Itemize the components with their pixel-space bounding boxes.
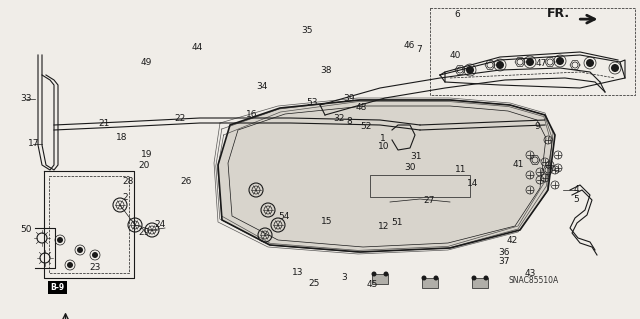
Text: 12: 12 <box>378 222 390 231</box>
Text: 50: 50 <box>20 225 31 234</box>
Text: 8: 8 <box>346 117 351 126</box>
Bar <box>370 175 470 197</box>
Text: 39: 39 <box>343 94 355 103</box>
Bar <box>422 278 438 288</box>
Text: 48: 48 <box>356 103 367 112</box>
Text: 31: 31 <box>410 152 422 161</box>
Text: 29: 29 <box>138 228 150 237</box>
Text: 40: 40 <box>450 51 461 60</box>
Text: 33: 33 <box>20 94 31 103</box>
Text: 26: 26 <box>180 177 191 186</box>
Text: 19: 19 <box>141 150 153 159</box>
Circle shape <box>472 276 477 280</box>
Text: 21: 21 <box>98 119 109 128</box>
Text: 41: 41 <box>513 160 524 169</box>
Text: B-9: B-9 <box>51 283 65 292</box>
Polygon shape <box>218 100 555 252</box>
Circle shape <box>556 57 564 65</box>
Text: 36: 36 <box>499 248 510 256</box>
Text: 35: 35 <box>301 26 313 35</box>
Text: 45: 45 <box>367 280 378 289</box>
Circle shape <box>586 59 594 67</box>
Text: 25: 25 <box>308 279 319 288</box>
Text: 54: 54 <box>278 212 289 221</box>
Circle shape <box>526 58 534 66</box>
Text: 27: 27 <box>423 197 435 205</box>
Text: 24: 24 <box>154 220 166 229</box>
Circle shape <box>77 247 83 253</box>
Text: 22: 22 <box>175 114 186 122</box>
Text: 30: 30 <box>404 163 415 172</box>
Text: 44: 44 <box>191 43 203 52</box>
Text: 3: 3 <box>342 273 347 282</box>
Text: 17: 17 <box>28 139 39 148</box>
Text: 5: 5 <box>573 195 579 204</box>
Text: 20: 20 <box>138 161 150 170</box>
Text: 34: 34 <box>257 82 268 91</box>
Text: 23: 23 <box>89 263 100 272</box>
Bar <box>372 274 388 284</box>
Text: 18: 18 <box>116 133 127 142</box>
Text: 28: 28 <box>122 177 134 186</box>
Text: 52: 52 <box>360 122 372 131</box>
Circle shape <box>483 276 488 280</box>
Text: 2: 2 <box>122 193 127 202</box>
Text: 13: 13 <box>292 268 303 277</box>
Circle shape <box>383 271 388 277</box>
Text: FR.: FR. <box>547 7 570 20</box>
Text: 11: 11 <box>455 165 467 174</box>
Text: 10: 10 <box>378 142 390 151</box>
Text: 51: 51 <box>391 218 403 227</box>
Text: 9: 9 <box>535 122 540 130</box>
Circle shape <box>371 271 376 277</box>
Text: 14: 14 <box>467 179 478 188</box>
Text: 47: 47 <box>535 59 547 68</box>
Text: 15: 15 <box>321 217 332 226</box>
Circle shape <box>466 66 474 74</box>
Circle shape <box>433 276 438 280</box>
Circle shape <box>496 61 504 69</box>
Text: 6: 6 <box>455 10 460 19</box>
Text: 53: 53 <box>307 98 318 107</box>
Text: 32: 32 <box>333 114 345 122</box>
Circle shape <box>57 237 63 243</box>
Circle shape <box>67 262 73 268</box>
Text: 42: 42 <box>506 236 518 245</box>
Text: 49: 49 <box>140 58 152 67</box>
Text: 1: 1 <box>380 134 385 143</box>
Text: 37: 37 <box>499 257 510 266</box>
Circle shape <box>422 276 426 280</box>
Text: 16: 16 <box>246 110 257 119</box>
Circle shape <box>611 64 619 72</box>
Circle shape <box>92 252 98 258</box>
Text: SNAC85510A: SNAC85510A <box>509 276 559 285</box>
Text: 46: 46 <box>404 41 415 50</box>
Text: 4: 4 <box>573 185 579 194</box>
Text: 43: 43 <box>524 269 536 278</box>
Text: 7: 7 <box>417 45 422 54</box>
Text: 38: 38 <box>321 66 332 75</box>
Bar <box>472 278 488 288</box>
